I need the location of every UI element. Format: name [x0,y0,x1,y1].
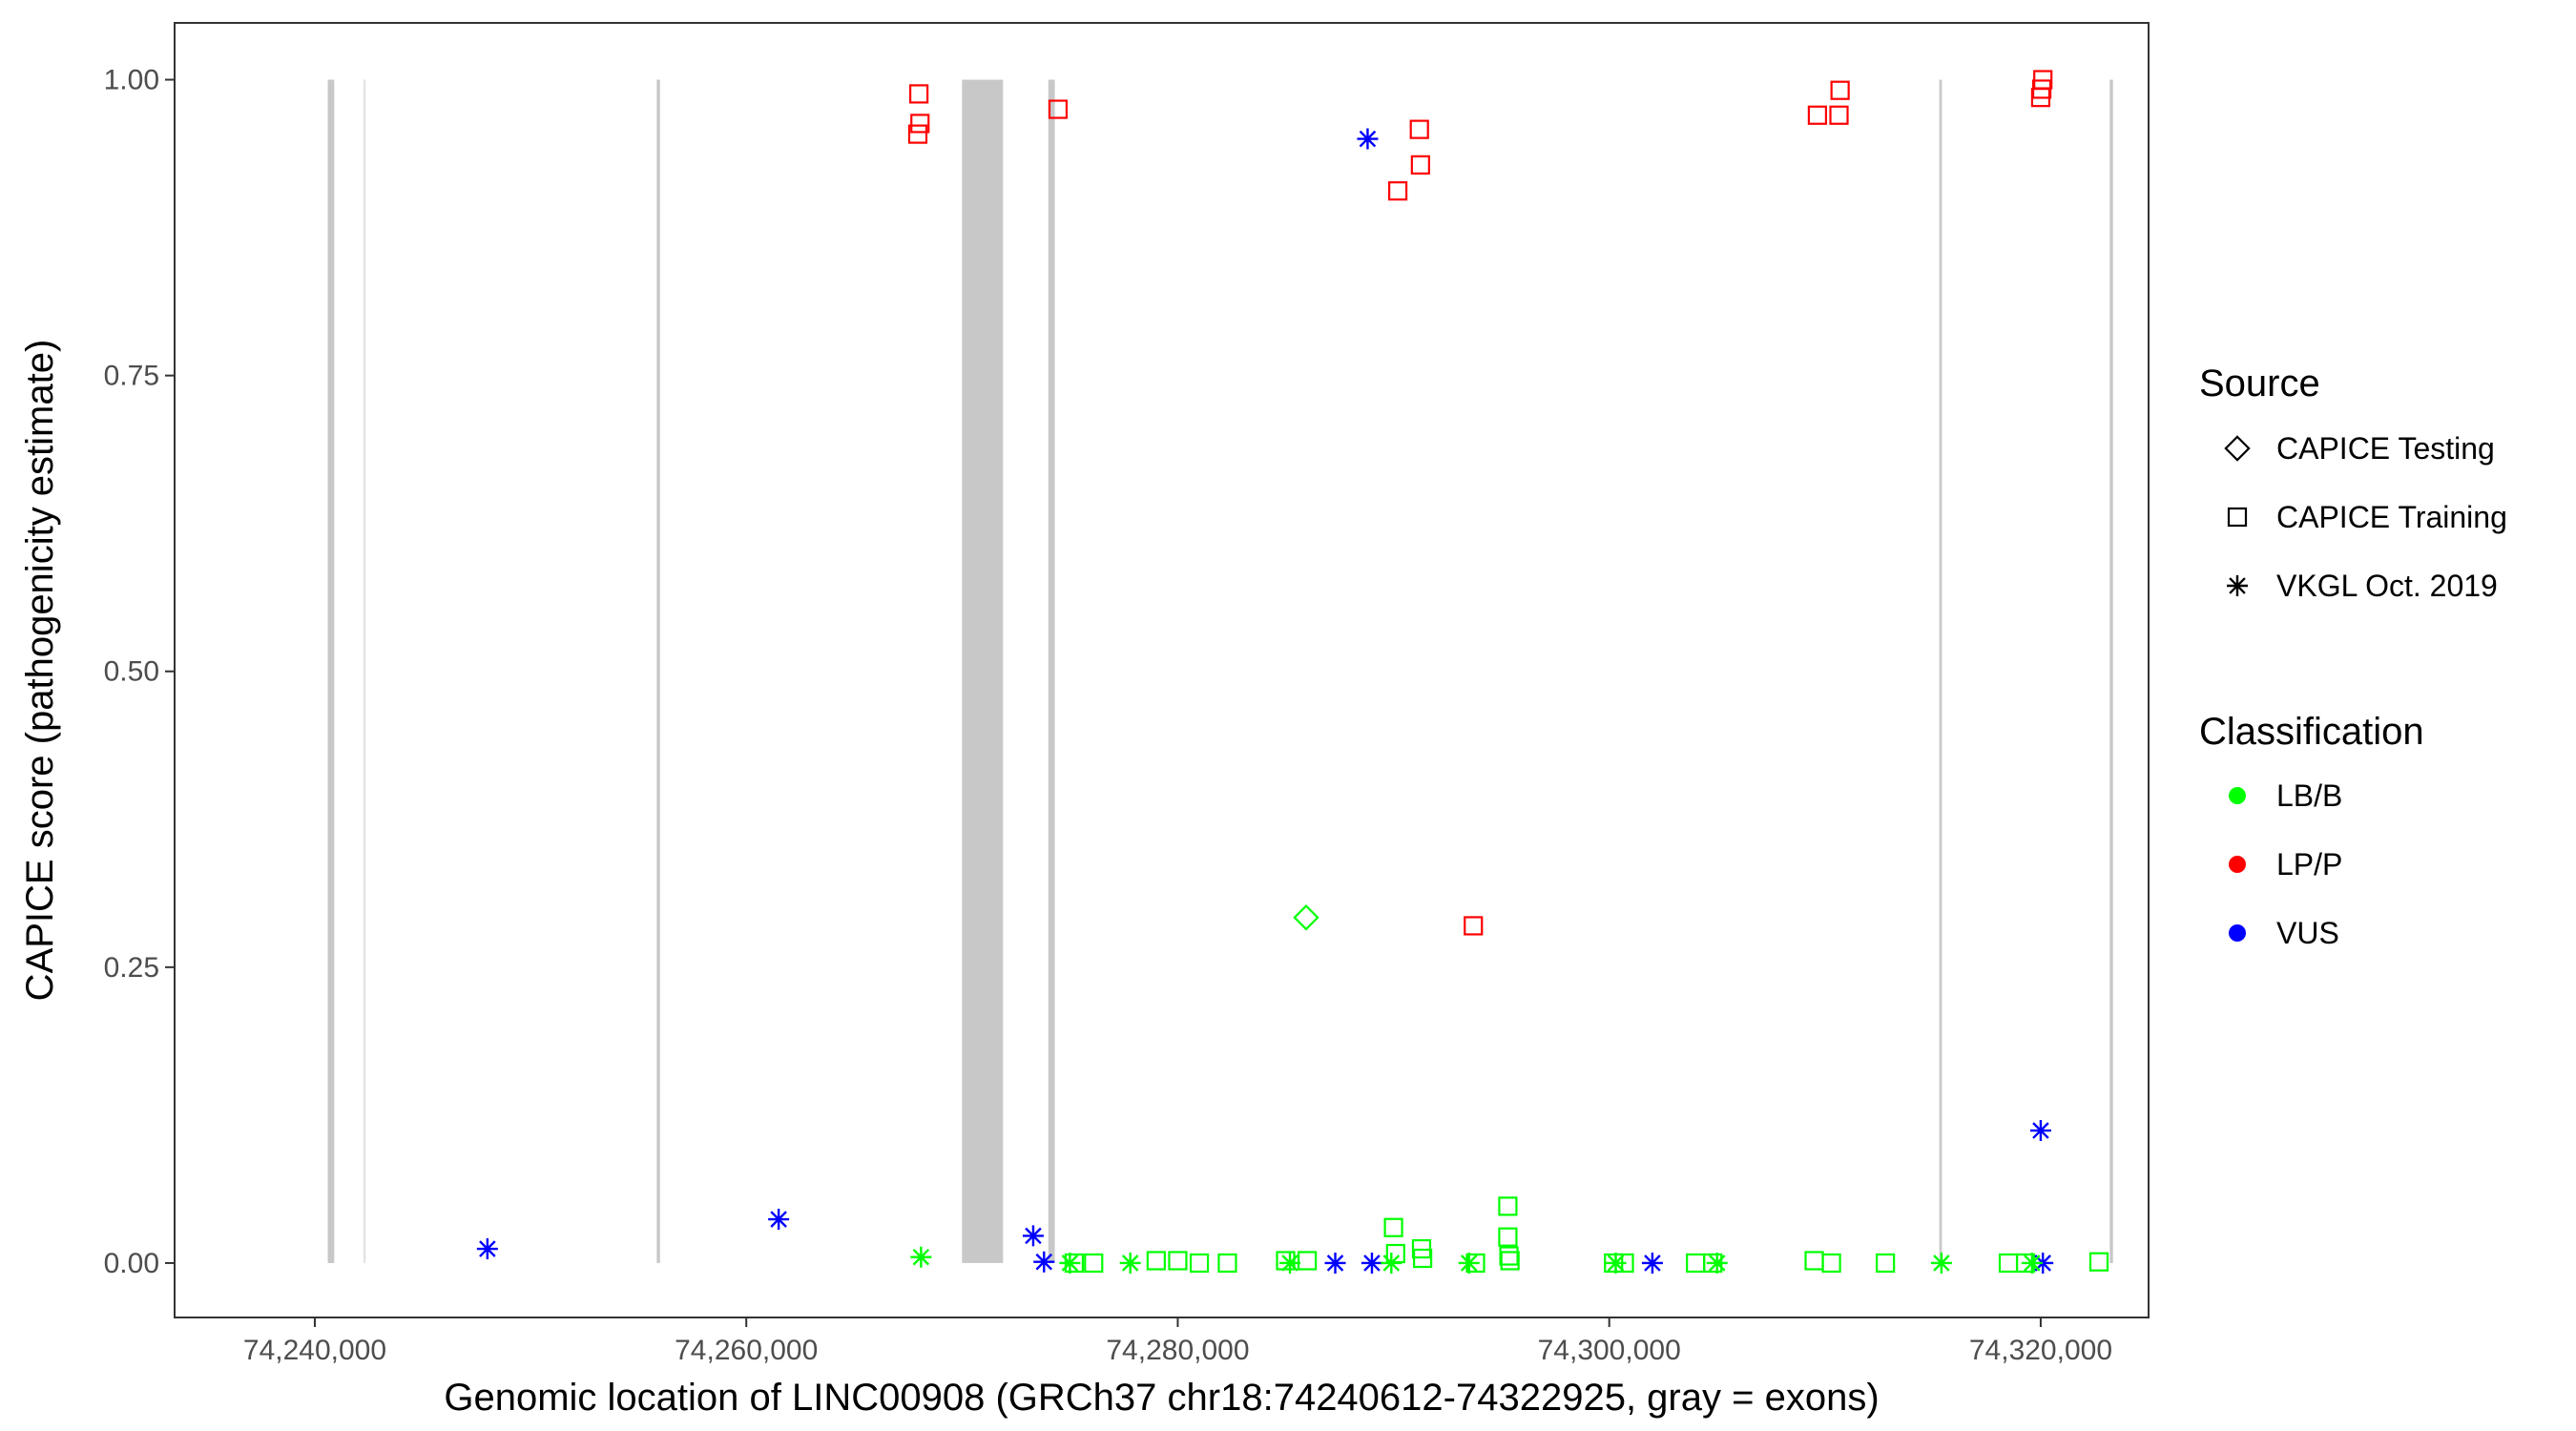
legend-key-dot [2229,924,2246,942]
data-point [1059,1252,1081,1274]
legend-label-source: CAPICE Testing [2276,431,2495,466]
y-tick-label: 0.25 [104,952,159,984]
y-tick-label: 0.50 [104,656,159,688]
data-point [910,1246,932,1268]
legend-key-square [2227,507,2248,528]
data-point [2021,1252,2043,1274]
x-axis-title: Genomic location of LINC00908 (GRCh37 ch… [444,1377,1879,1419]
data-point [909,84,929,104]
data-point [1293,904,1319,931]
exon-band [2109,79,2113,1263]
data-point [1298,1251,1318,1271]
data-point [1279,1252,1301,1274]
data-point [1413,1248,1433,1269]
data-point [1383,1217,1403,1237]
legend-label-classification: LP/P [2276,847,2342,881]
legend-label-classification: VUS [2276,916,2339,950]
data-point [2032,1252,2054,1274]
legend-label-source: VKGL Oct. 2019 [2276,569,2498,603]
data-point [1217,1253,1237,1274]
x-tick-label: 74,240,000 [243,1335,386,1366]
data-point [910,114,930,134]
data-point [1388,181,1408,201]
legend-title-classification: Classification [2199,711,2424,753]
data-point [1804,1251,1824,1271]
data-point [1381,1252,1402,1274]
data-point [1458,1252,1480,1274]
x-tick-label: 74,320,000 [1969,1335,2112,1366]
data-point [1464,916,1484,936]
x-tick-label: 74,260,000 [675,1335,818,1366]
data-point [1876,1253,1896,1274]
data-point [1357,128,1379,150]
data-point [768,1209,790,1231]
exon-band [363,79,366,1263]
data-point [1048,99,1069,119]
data-point [1033,1251,1055,1273]
y-tick-label: 1.00 [104,65,159,96]
exon-band [656,79,660,1263]
legend-label-classification: LB/B [2276,778,2342,813]
legend-key-dot [2229,856,2246,873]
y-axis-title: CAPICE score (pathogenicity estimate) [19,340,61,1002]
legend-label-source: CAPICE Training [2276,500,2507,534]
data-point [1146,1251,1166,1271]
data-point [1686,1253,1706,1274]
legend-title-source: Source [2199,363,2320,404]
data-point [1998,1253,2019,1274]
data-point [1605,1252,1627,1274]
legend-key-asterisk [2227,575,2248,596]
legend: Source CAPICE Testing CAPICE Training VKGL … [2199,363,2507,950]
exon-band [1939,79,1942,1263]
data-point [1500,1251,1520,1271]
data-point [1499,1246,1519,1266]
legend-key-diamond [2224,435,2251,462]
x-axis: 74,240,000 74,260,000 74,280,000 74,300,000… [243,1317,2112,1366]
data-point [1829,105,1849,125]
plot-panel-border [174,22,2150,1318]
data-point [1119,1252,1141,1274]
x-tick-label: 74,280,000 [1106,1335,1249,1366]
data-point [1706,1252,1728,1274]
data-point [1498,1196,1518,1216]
data-point [1084,1253,1104,1274]
y-tick-label: 0.00 [104,1248,159,1279]
data-points [476,70,2109,1274]
legend-key-dot [2229,787,2246,804]
data-point [1168,1251,1188,1271]
data-point [2088,1252,2109,1272]
data-point [1821,1253,1841,1274]
data-point [1022,1225,1044,1247]
data-point [1807,105,1828,125]
x-tick-label: 74,300,000 [1538,1335,1681,1366]
data-point [1498,1227,1518,1247]
data-point [2029,1120,2051,1142]
exon-band [962,79,1004,1263]
y-axis: 0.00 0.25 0.50 0.75 1.00 [104,65,175,1279]
data-point [476,1238,498,1260]
exon-bands [327,79,2113,1263]
y-tick-label: 0.75 [104,361,159,392]
data-point [2030,88,2051,108]
data-point [1324,1252,1346,1274]
data-point [1361,1252,1382,1274]
exon-band [1048,79,1055,1263]
data-point [1276,1251,1296,1271]
data-point [1930,1252,1952,1274]
data-point [1409,119,1429,139]
data-point [1410,155,1430,175]
data-point [1189,1253,1210,1274]
data-point [907,124,928,144]
exon-band [327,79,335,1263]
data-point [1830,80,1850,100]
data-point [1641,1252,1663,1274]
